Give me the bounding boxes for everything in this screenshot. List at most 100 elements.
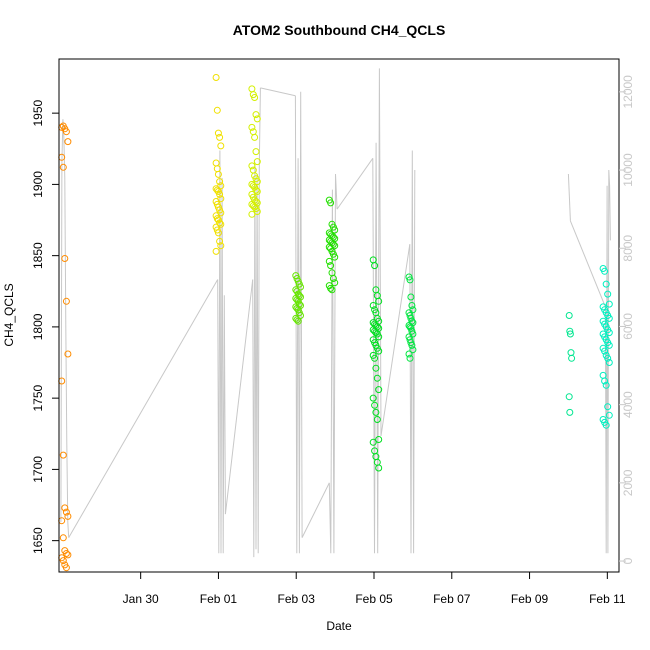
data-point [59,557,67,565]
data-point [251,133,259,141]
data-point [408,302,416,309]
data-point [602,280,610,288]
altitude-segment-4 [224,279,254,515]
data-point [252,148,260,156]
data-point [375,333,383,341]
x-axis: Jan 30 Feb 01 Feb 03 Feb 05 Feb 07 Feb 09 Feb … [123,572,626,606]
y-tick-label: 1850 [31,242,45,269]
data-point [371,401,379,409]
data-point [253,208,261,215]
x-tick-label: Feb 09 [511,592,549,606]
data-point [567,349,575,357]
data-point [62,128,70,136]
data-point [373,374,381,382]
data-point [59,534,67,542]
x-tick-label: Feb 01 [200,592,238,606]
x-tick-label: Feb 03 [278,592,316,606]
y-right-tick-label: 2000 [621,469,635,496]
data-point [371,262,379,270]
data-point [405,273,413,281]
data-point [64,138,72,146]
data-point [328,286,336,294]
data-point [253,158,261,166]
data-point [409,346,417,354]
data-point [251,94,259,101]
y-axis-left: 1650 1700 1750 1800 1850 1900 1950 [31,99,59,554]
y-right-tick-label: 0 [621,557,635,564]
altitude-segment-13 [409,150,416,554]
data-point [325,257,333,265]
data-point [408,341,416,349]
y-tick-label: 1800 [31,313,45,340]
data-point [602,381,610,389]
data-point [568,354,576,362]
data-point [331,226,339,234]
data-point [248,162,256,170]
data-point [566,327,574,335]
data-point [375,464,383,472]
data-point [214,170,222,178]
altitude-segment-12 [380,244,411,436]
data-point [61,255,69,262]
data-point [62,564,70,572]
altitude-series [60,68,611,558]
flight-5-points [325,196,339,294]
data-point [293,316,301,324]
data-point [64,551,72,559]
data-point [217,242,225,250]
data-point [566,330,574,338]
data-point [212,247,220,255]
data-point [214,229,222,237]
altitude-segment-7 [294,91,303,554]
data-point [602,421,610,429]
data-point [375,297,383,305]
data-point [605,300,613,308]
data-point [565,312,573,319]
data-point [216,190,224,198]
y-right-tick-label: 10000 [621,153,635,187]
data-point [62,508,70,516]
altitude-segment-6 [260,87,296,97]
y-right-tick-label: 4000 [621,391,635,418]
data-point [253,115,261,123]
data-point [61,504,69,512]
data-point [601,377,609,385]
data-point [371,354,379,362]
data-point [601,347,609,355]
data-point [405,350,413,358]
data-point [248,85,256,93]
data-point [373,416,381,423]
data-point [248,210,256,218]
data-point [604,403,612,411]
y-tick-label: 1750 [31,384,45,411]
data-point [253,178,261,186]
y-tick-label: 1650 [31,527,45,554]
data-point [369,438,377,446]
y-axis-right: 0 2000 4000 6000 8000 10000 12000 [619,75,635,564]
data-point [375,436,383,443]
data-point [64,512,72,520]
altitude-segment-2 [68,279,219,538]
data-point [212,159,220,167]
data-point [59,163,67,171]
x-tick-label: Feb 07 [433,592,471,606]
x-axis-label: Date [326,619,352,633]
y-axis-label: CH4_QCLS [2,283,16,346]
altitude-segment-1 [60,119,70,538]
altitude-segment-9 [328,173,338,554]
data-point [566,408,574,416]
data-point [406,354,414,362]
data-point [212,74,220,81]
x-tick-label: Feb 05 [355,592,393,606]
altitude-segment-3 [217,150,226,554]
flight-4-points [292,272,304,325]
data-point [253,188,261,195]
y-right-tick-label: 12000 [621,75,635,109]
data-point [58,517,66,525]
altitude-segment-8 [301,482,330,538]
flight-2-points [212,74,225,255]
y-right-tick-label: 6000 [621,313,635,340]
data-point [605,359,613,366]
x-tick-label: Feb 11 [589,592,626,606]
data-point [217,142,225,150]
